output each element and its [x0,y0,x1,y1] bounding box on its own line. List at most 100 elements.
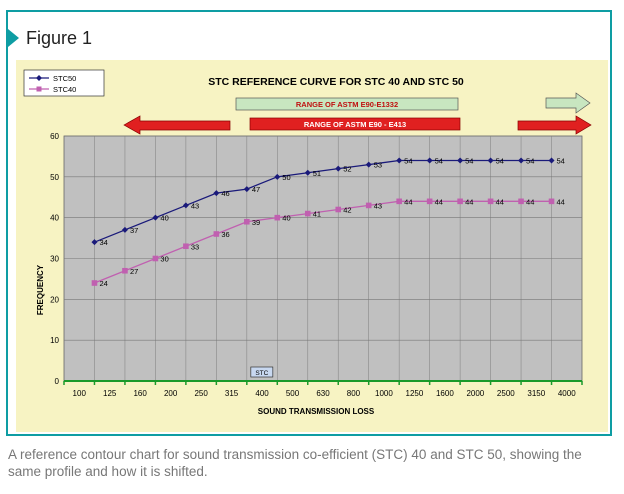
x-tick-label: 4000 [558,389,576,398]
data-point [182,202,189,209]
x-tick-label: 315 [225,389,239,398]
data-label: 44 [557,197,565,206]
x-tick-label: 500 [286,389,300,398]
data-point [213,231,220,237]
data-point [274,173,281,180]
data-label: 50 [282,173,290,182]
data-point [152,214,159,221]
data-label: 44 [435,197,443,206]
data-label: 52 [343,165,351,174]
data-point [396,157,403,164]
data-label: 44 [496,197,504,206]
x-axis-label: SOUND TRANSMISSION LOSS [258,407,375,416]
y-tick-label: 30 [50,255,59,264]
x-tick-label: 200 [164,389,178,398]
x-tick-label: 1600 [436,389,454,398]
data-point [487,157,494,164]
data-label: 44 [526,197,534,206]
chart-title: STC REFERENCE CURVE FOR STC 40 AND STC 5… [208,76,464,88]
data-point [91,239,98,246]
series-line-stc40 [94,200,552,284]
y-tick-label: 50 [50,173,59,182]
data-point [335,206,342,213]
data-label: 54 [435,157,443,166]
series-line-stc50 [94,159,552,243]
y-axis-label: FREQUENCY [36,264,45,315]
data-point [122,267,128,274]
data-point [426,198,433,205]
stc-axis-box [250,366,274,378]
data-point [304,210,311,217]
data-label: 39 [252,218,260,227]
data-label: 37 [130,226,138,235]
data-label: 54 [404,157,412,166]
data-label: 34 [99,238,107,247]
data-label: 43 [191,201,199,210]
data-point [548,198,555,205]
range-e1332-box [235,97,459,111]
data-label: 54 [465,157,473,166]
data-label: 44 [465,197,473,206]
stc-chart: 0 10 20 30 40 50 60 100 125 160 200 250 315 400 500 630… [16,60,608,432]
data-point [244,218,250,225]
data-point [365,161,372,168]
x-tick-label: 800 [347,389,361,398]
data-point [365,202,372,209]
data-label: 44 [404,197,412,206]
data-label: 27 [130,267,138,276]
range-e413-box [249,117,461,131]
data-label: 54 [526,157,534,166]
x-tick-label: 160 [133,389,147,398]
data-label: 41 [313,210,321,219]
data-point [91,280,98,286]
data-point [121,226,128,233]
figure-title: Figure 1 [26,28,93,48]
red-right-arrow-icon [517,115,592,135]
data-label: 51 [313,169,321,178]
data-label: 46 [221,189,229,198]
stc-axis-box-label: STC [255,370,268,377]
data-label: 40 [160,214,168,223]
x-tick-label: 630 [316,389,330,398]
y-tick-label: 20 [50,295,59,304]
legend-box [23,69,105,97]
x-tick-label: 125 [103,389,117,398]
data-point [243,186,250,193]
data-label: 42 [343,206,351,215]
data-label: 36 [221,230,229,239]
x-tick-label: 1000 [375,389,393,398]
y-tick-label: 40 [50,214,59,223]
data-label: 40 [282,214,290,223]
data-point [457,198,463,205]
data-point [152,255,159,262]
range-e1332-label: RANGE OF ASTM E90-E1332 [296,100,398,109]
data-label: 33 [191,242,199,251]
green-right-arrow-icon [545,92,591,114]
x-tick-label: 400 [255,389,269,398]
x-tick-label: 100 [73,389,87,398]
data-point [457,157,464,164]
red-left-arrow-icon [123,115,231,135]
data-label: 47 [252,185,260,194]
legend-marker [36,86,42,92]
range-e413-label: RANGE OF ASTM E90 - E413 [304,120,406,129]
data-label: 43 [374,201,382,210]
data-label: 54 [557,157,565,166]
y-tick-label: 10 [50,336,59,345]
data-point [274,214,281,221]
data-label: 30 [160,255,168,264]
x-tick-label: 2500 [497,389,515,398]
legend-label: STC50 [53,74,76,83]
x-tick-label: 2000 [466,389,484,398]
data-point [213,190,220,197]
data-point [335,165,342,172]
data-point [183,243,189,250]
legend-label: STC40 [53,85,76,94]
data-point [396,198,402,205]
x-tick-label: 1250 [406,389,424,398]
data-label: 24 [99,279,107,288]
figure-marker-icon [8,29,19,47]
legend-marker [36,75,42,81]
y-tick-label: 60 [50,132,59,141]
data-point [518,157,525,164]
